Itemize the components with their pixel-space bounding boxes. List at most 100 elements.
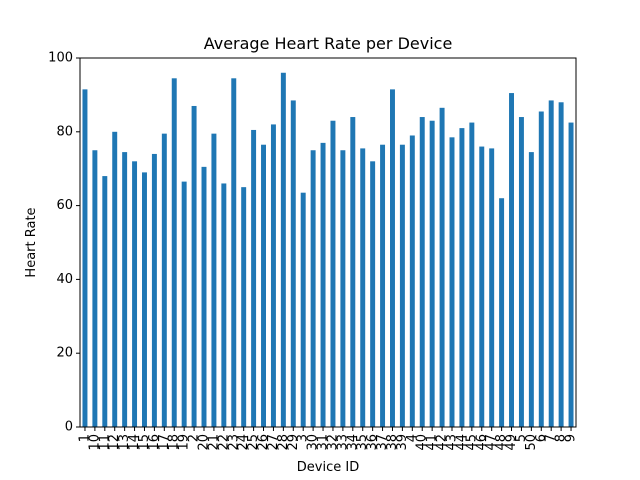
bar-device-42 [439, 107, 445, 427]
x-tick-label-11: 11 [97, 434, 112, 451]
bar-device-31 [320, 142, 326, 427]
bar-device-29 [290, 100, 296, 427]
bar-device-45 [469, 122, 475, 427]
bar-device-19 [181, 181, 187, 427]
x-tick-label-10: 10 [87, 434, 102, 451]
bar-device-28 [280, 72, 286, 427]
bar-device-12 [112, 131, 118, 428]
y-axis: 0 20 40 60 80 100 [48, 51, 80, 435]
x-tick-label-24: 24 [236, 434, 251, 451]
x-tick-label-46: 46 [474, 434, 489, 451]
y-tick-label-100: 100 [48, 51, 73, 66]
bars-group [82, 72, 574, 428]
x-tick-label-40: 40 [415, 434, 430, 451]
x-tick-label-4: 4 [405, 434, 420, 442]
y-tick-label-80: 80 [56, 124, 73, 139]
y-axis-label: Heart Rate [24, 207, 39, 277]
x-tick-label-33: 33 [335, 434, 350, 451]
bar-device-43 [449, 137, 455, 427]
x-tick-label-49: 49 [504, 434, 519, 451]
y-tick-label-60: 60 [56, 198, 73, 213]
x-tick-label-1: 1 [77, 434, 92, 442]
x-axis: 1101112131415161718192202122232425262728… [77, 427, 579, 451]
x-tick-label-50: 50 [524, 434, 539, 451]
bar-device-10 [92, 150, 98, 427]
chart-title: Average Heart Rate per Device [204, 34, 453, 53]
bar-device-18 [171, 78, 177, 428]
x-tick-label-13: 13 [117, 434, 132, 451]
x-tick-label-38: 38 [385, 434, 400, 451]
x-tick-label-30: 30 [306, 434, 321, 451]
bar-device-15 [142, 172, 147, 427]
bar-device-33 [340, 150, 346, 427]
x-tick-label-39: 39 [395, 434, 410, 451]
bar-device-9 [568, 122, 574, 427]
x-tick-label-9: 9 [564, 434, 579, 442]
x-tick-label-41: 41 [425, 434, 440, 451]
y-tick-label-0: 0 [65, 420, 73, 435]
bar-device-6 [538, 111, 544, 427]
bar-device-14 [132, 161, 138, 427]
x-tick-label-28: 28 [276, 434, 291, 451]
x-tick-label-18: 18 [167, 434, 182, 451]
x-tick-label-47: 47 [484, 434, 499, 451]
bar-device-26 [261, 144, 266, 427]
bar-device-30 [310, 150, 316, 427]
bar-device-25 [251, 129, 257, 427]
x-tick-label-6: 6 [534, 434, 549, 442]
bar-device-20 [201, 166, 207, 428]
x-tick-label-27: 27 [266, 434, 281, 451]
x-tick-label-34: 34 [345, 434, 360, 451]
bar-device-41 [429, 120, 435, 427]
bar-device-34 [350, 117, 356, 427]
x-tick-label-36: 36 [365, 434, 380, 451]
x-tick-label-37: 37 [375, 434, 390, 451]
x-tick-label-21: 21 [206, 434, 221, 451]
bar-device-40 [419, 117, 425, 427]
y-tick-label-20: 20 [56, 346, 73, 361]
x-tick-label-2: 2 [187, 434, 202, 442]
bar-device-50 [528, 152, 534, 427]
x-tick-label-29: 29 [286, 434, 301, 451]
bar-device-27 [270, 124, 276, 428]
bar-device-4 [409, 135, 415, 428]
x-tick-label-3: 3 [296, 434, 311, 442]
x-tick-label-25: 25 [246, 434, 261, 451]
x-tick-label-14: 14 [127, 434, 142, 451]
x-tick-label-31: 31 [316, 434, 331, 451]
bar-device-44 [459, 128, 465, 428]
x-tick-label-20: 20 [197, 434, 212, 451]
x-tick-label-45: 45 [464, 434, 479, 451]
bar-device-48 [499, 198, 505, 427]
bar-device-17 [161, 133, 167, 427]
x-tick-label-17: 17 [157, 434, 172, 451]
bar-device-2 [191, 105, 197, 427]
x-tick-label-23: 23 [226, 434, 241, 451]
x-tick-label-26: 26 [256, 434, 271, 451]
y-tick-label-40: 40 [56, 272, 73, 287]
x-tick-label-19: 19 [177, 434, 192, 451]
bar-device-37 [380, 144, 386, 427]
x-tick-label-42: 42 [435, 434, 450, 451]
bar-device-13 [122, 152, 128, 427]
bar-device-5 [518, 117, 524, 427]
x-tick-label-8: 8 [554, 434, 569, 442]
x-tick-label-22: 22 [216, 434, 231, 451]
bar-device-36 [370, 161, 376, 427]
x-tick-label-35: 35 [355, 434, 370, 451]
bar-device-22 [221, 183, 227, 427]
bar-device-21 [211, 133, 217, 427]
bar-device-49 [509, 93, 514, 427]
x-tick-label-15: 15 [137, 434, 152, 451]
x-tick-label-5: 5 [514, 434, 529, 442]
x-tick-label-43: 43 [445, 434, 460, 451]
bar-device-23 [231, 78, 237, 428]
bar-device-38 [390, 89, 395, 428]
bar-device-11 [102, 176, 108, 427]
bar-device-32 [330, 120, 336, 427]
bar-device-16 [151, 153, 157, 427]
bar-device-47 [489, 148, 495, 427]
x-axis-label: Device ID [297, 460, 359, 475]
